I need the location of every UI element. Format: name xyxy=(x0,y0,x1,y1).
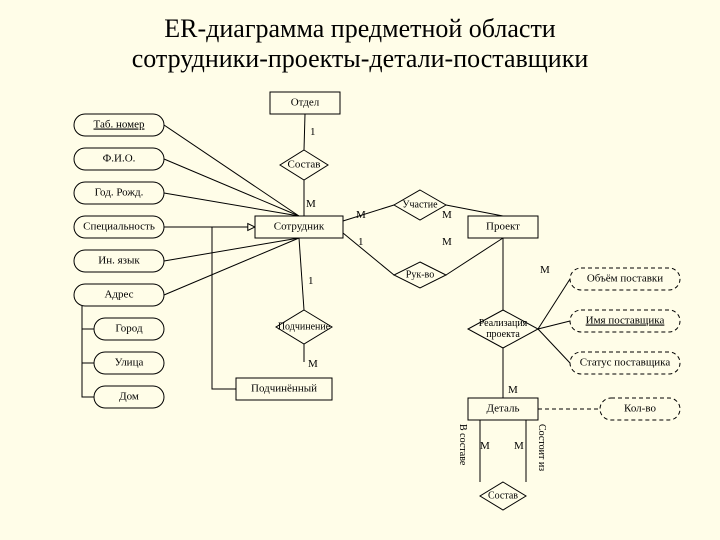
vertical-label-0: В составе xyxy=(457,424,468,465)
cardinality-7: M xyxy=(308,358,318,370)
node-label-realiz: Реализация xyxy=(479,318,528,329)
node-label-realiz: проекта xyxy=(486,329,520,340)
node-label-otdel: Отдел xyxy=(291,97,320,109)
node-label-podchin: Подчинение xyxy=(278,321,331,332)
cardinality-6: 1 xyxy=(308,275,314,287)
node-label-fio: Ф.И.О. xyxy=(103,153,136,165)
node-label-detal: Деталь xyxy=(487,403,520,415)
node-label-spec: Специальность xyxy=(83,221,155,233)
vertical-label-1: Состоит из xyxy=(536,424,547,471)
diagram-canvas: Отдел Таб. номер Ф.И.О. Год. Рожд. Специальн… xyxy=(0,0,720,540)
cardinality-5: M xyxy=(442,236,452,248)
cardinality-11: M xyxy=(514,440,524,452)
node-label-adres: Адрес xyxy=(104,289,133,301)
cardinality-1: M xyxy=(306,198,316,210)
node-label-kolvo: Кол-во xyxy=(624,403,656,415)
node-label-tabnomer: Таб. номер xyxy=(94,119,145,131)
cardinality-8: M xyxy=(540,264,550,276)
node-label-status: Статус поставщика xyxy=(580,357,671,369)
cardinality-2: M xyxy=(356,209,366,221)
cardinality-3: M xyxy=(442,209,452,221)
cardinality-9: M xyxy=(508,384,518,396)
node-label-ulitsa: Улица xyxy=(115,357,144,369)
node-label-podchinim: Подчинённый xyxy=(251,383,317,395)
node-label-imyapost: Имя поставщика xyxy=(586,315,665,327)
node-label-godrozhd: Год. Рожд. xyxy=(95,187,144,199)
node-label-sotrudnik: Сотрудник xyxy=(274,221,325,233)
node-label-uchastie: Участие xyxy=(402,199,438,210)
node-label-dom: Дом xyxy=(119,391,139,403)
cardinality-0: 1 xyxy=(310,126,316,138)
node-label-sostav: Состав xyxy=(287,159,320,171)
node-label-rukvo: Рук-во xyxy=(406,269,434,280)
node-label-obem: Объём поставки xyxy=(587,273,663,285)
cardinality-4: 1 xyxy=(358,236,364,248)
er-diagram: ER-диаграмма предметной области сотрудни… xyxy=(0,0,720,540)
node-label-proekt: Проект xyxy=(486,221,520,233)
cardinality-10: M xyxy=(480,440,490,452)
node-label-inyaz: Ин. язык xyxy=(98,255,140,267)
node-label-sostav2: Состав xyxy=(488,490,518,501)
node-label-gorod: Город xyxy=(115,323,143,335)
